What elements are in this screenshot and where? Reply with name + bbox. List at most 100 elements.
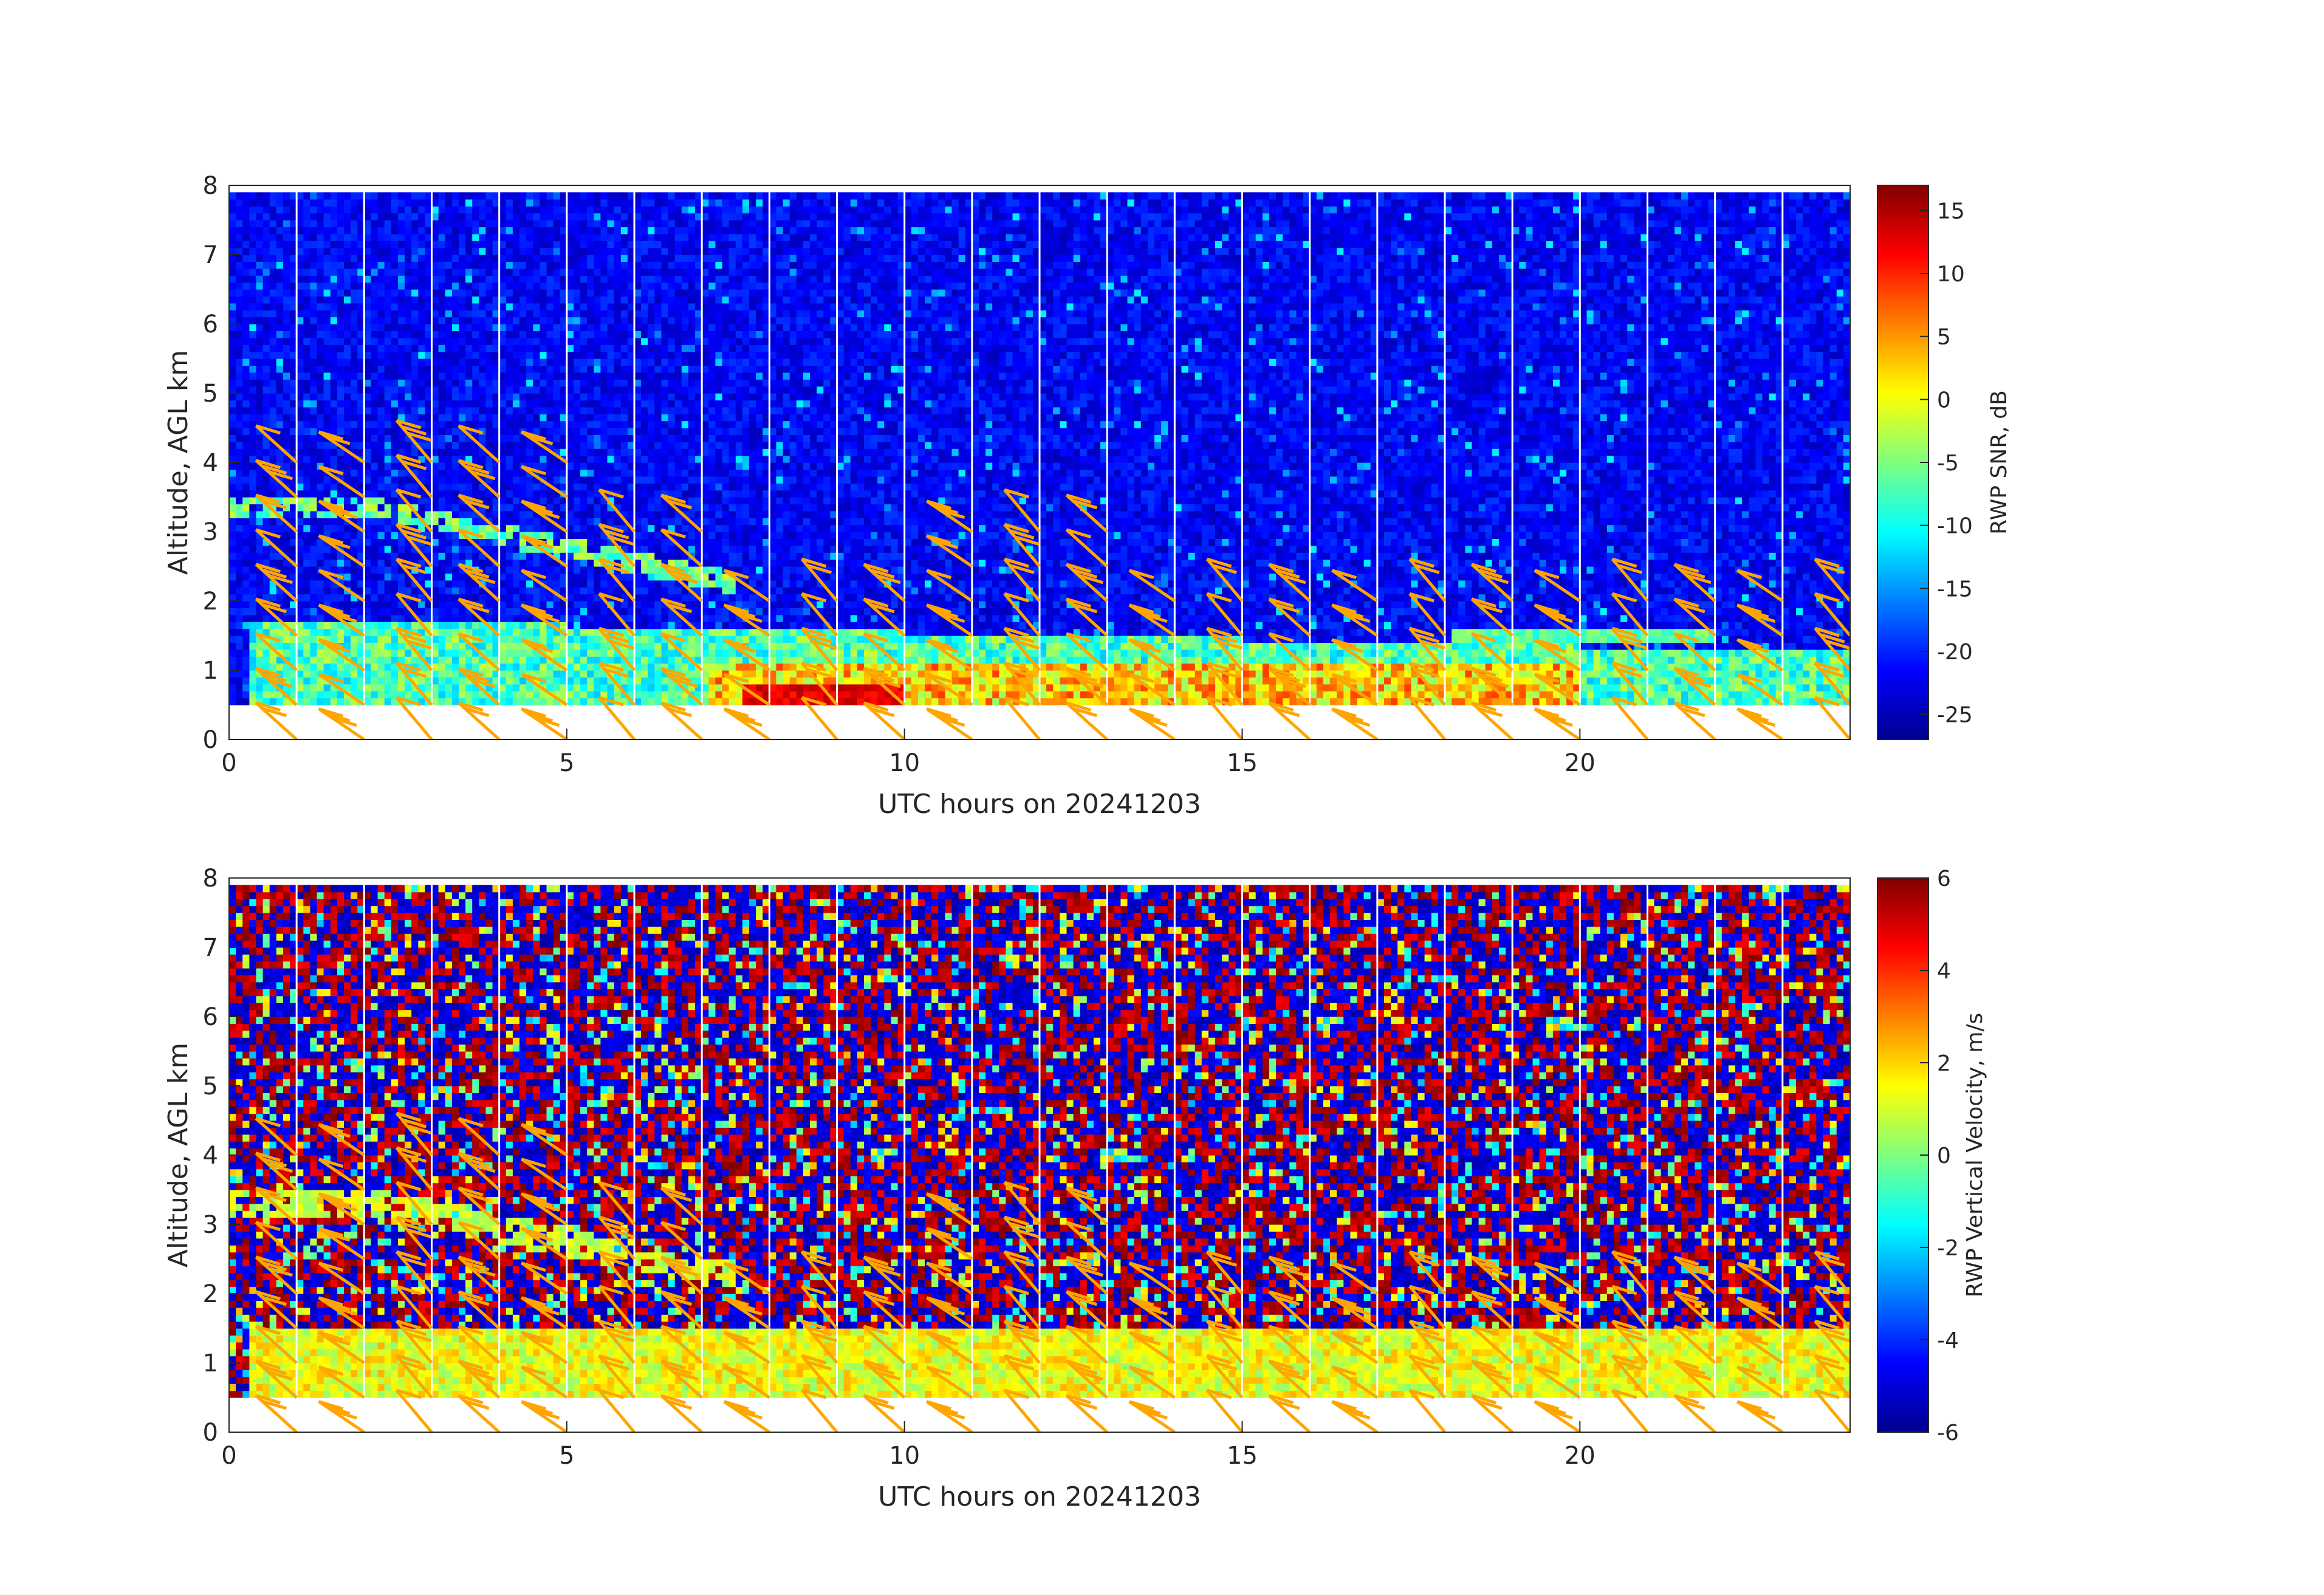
heatmap-cell [512,545,520,553]
heatmap-cell [574,227,581,235]
heatmap-cell [459,351,466,359]
heatmap-cell [323,372,331,380]
heatmap-cell [553,296,561,304]
heatmap-cell [614,386,622,394]
heatmap-cell [580,220,588,227]
heatmap-cell [418,337,425,345]
heatmap-cell [290,587,297,595]
heatmap-cell [256,337,264,345]
heatmap-cell [681,642,689,650]
heatmap-cell [330,524,338,532]
heatmap-cell [445,656,453,664]
heatmap-cell [607,268,615,276]
heatmap-cell [296,220,304,227]
heatmap-cell [249,580,257,588]
heatmap-cell [371,594,379,602]
heatmap-cell [614,469,622,477]
heatmap-cell [668,275,676,283]
heatmap-cell [256,628,264,636]
heatmap-cell [290,656,297,664]
heatmap-cell [668,469,676,477]
heatmap-cell [411,406,419,414]
heatmap-cell [512,580,520,588]
heatmap-cell [371,642,379,650]
heatmap-cell [296,670,304,677]
heatmap-cell [310,241,318,249]
heatmap-cell [242,434,250,442]
heatmap-cell [425,573,433,581]
heatmap-cell [290,649,297,657]
heatmap-cell [654,656,662,664]
heatmap-cell [600,580,608,588]
heatmap-cell [566,441,574,449]
heatmap-cell [242,296,250,304]
heatmap-cell [229,337,236,345]
heatmap-cell [614,289,622,297]
heatmap-cell [546,351,554,359]
heatmap-cell [459,649,466,657]
heatmap-cell [351,386,358,394]
heatmap-cell [627,518,635,526]
heatmap-cell [533,497,540,504]
heatmap-cell [296,483,304,491]
heatmap-cell [256,608,264,616]
heatmap-cell [654,337,662,345]
heatmap-cell [526,220,533,227]
heatmap-cell [580,233,588,241]
heatmap-cell [600,504,608,512]
heatmap-cell [425,241,433,249]
heatmap-cell [256,345,264,352]
heatmap-cell [479,227,486,235]
heatmap-cell [337,268,344,276]
heatmap-cell [654,213,662,221]
heatmap-cell [425,552,433,560]
heatmap-cell [431,227,439,235]
heatmap-cell [668,289,676,297]
heatmap-cell [418,677,425,685]
heatmap-cell [512,241,520,249]
heatmap-cell [620,317,628,324]
heatmap-cell [661,428,669,435]
heatmap-cell [262,275,270,283]
heatmap-cell [431,268,439,276]
heatmap-cell [492,608,500,616]
heatmap-cell [485,268,493,276]
heatmap-cell [451,275,459,283]
heatmap-cell [405,213,412,221]
heatmap-cell [405,296,412,304]
heatmap-cell [600,358,608,366]
heatmap-cell [587,524,594,532]
heatmap-cell [465,400,473,408]
heatmap-cell [262,351,270,359]
heatmap-cell [540,324,547,331]
heatmap-cell [533,275,540,283]
heatmap-cell [465,684,473,691]
heatmap-cell [499,455,507,463]
heatmap-cell [594,670,601,677]
heatmap-cell [654,691,662,699]
heatmap-cell [526,206,533,214]
heatmap-cell [459,587,466,595]
heatmap-cell [303,255,310,262]
heatmap-cell [451,400,459,408]
heatmap-cell [337,497,344,504]
heatmap-cell [674,275,682,283]
heatmap-cell [418,192,425,200]
heatmap-cell [344,386,351,394]
heatmap-cell [296,684,304,691]
heatmap-cell [499,510,507,518]
heatmap-cell [310,469,318,477]
heatmap-cell [357,233,365,241]
heatmap-cell [580,490,588,498]
heatmap-cell [485,490,493,498]
heatmap-cell [377,532,385,539]
heatmap-cell [397,608,405,616]
heatmap-cell [654,462,662,470]
heatmap-cell [351,455,358,463]
heatmap-cell [661,414,669,422]
heatmap-cell [269,518,277,526]
heatmap-cell [371,656,379,664]
heatmap-cell [229,345,236,352]
heatmap-cell [310,220,318,227]
heatmap-cell [499,247,507,255]
